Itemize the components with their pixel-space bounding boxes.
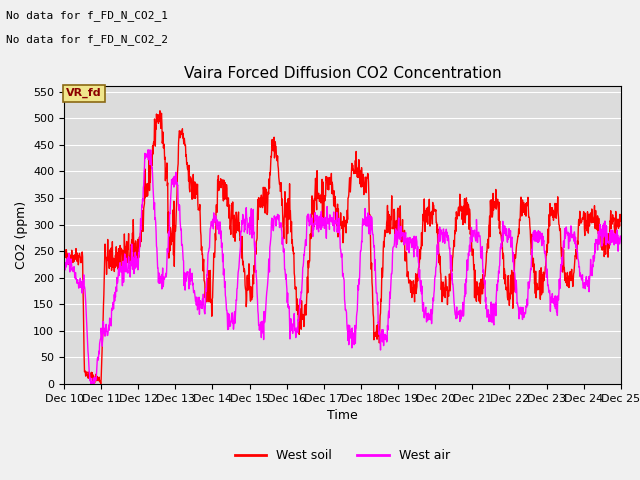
Text: VR_fd: VR_fd	[66, 88, 102, 98]
Y-axis label: CO2 (ppm): CO2 (ppm)	[15, 201, 28, 269]
Text: No data for f_FD_N_CO2_1: No data for f_FD_N_CO2_1	[6, 10, 168, 21]
X-axis label: Time: Time	[327, 409, 358, 422]
Legend: West soil, West air: West soil, West air	[230, 444, 454, 467]
Title: Vaira Forced Diffusion CO2 Concentration: Vaira Forced Diffusion CO2 Concentration	[184, 66, 501, 81]
Text: No data for f_FD_N_CO2_2: No data for f_FD_N_CO2_2	[6, 34, 168, 45]
